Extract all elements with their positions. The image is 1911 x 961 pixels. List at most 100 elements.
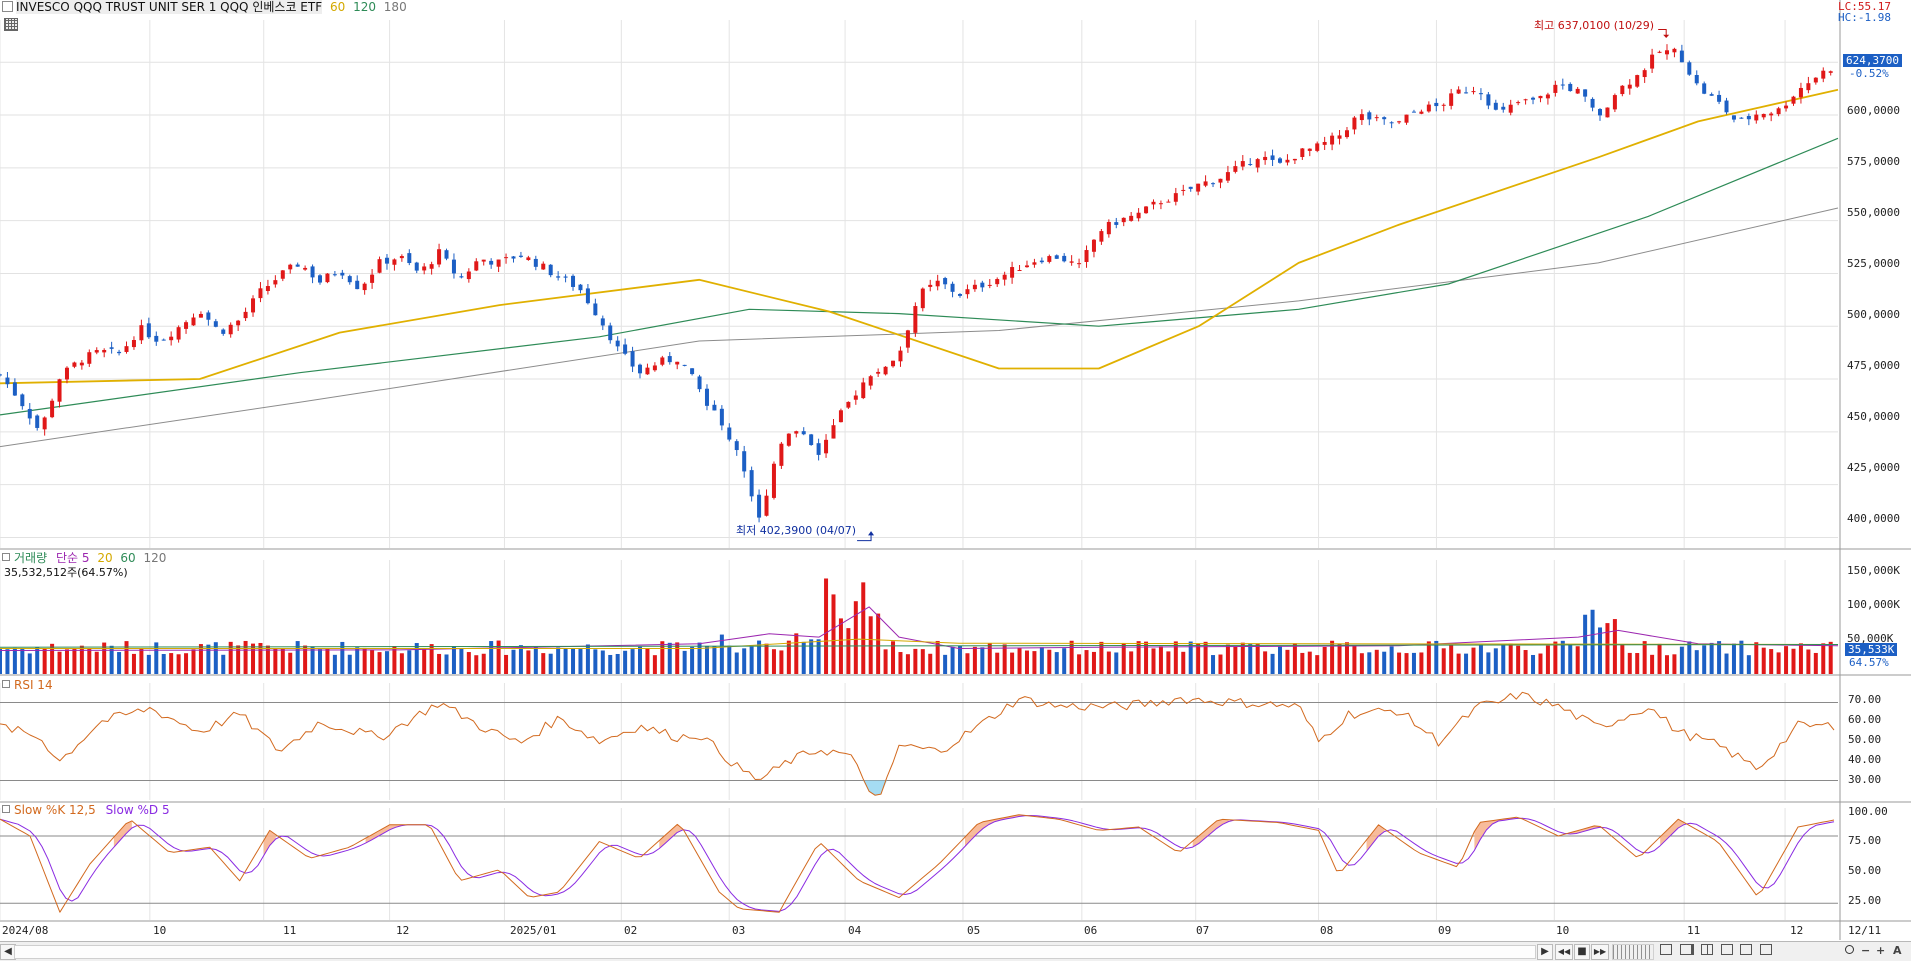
- volume-bar: [265, 645, 270, 674]
- candle-body: [1382, 117, 1387, 120]
- volume-bar: [370, 649, 375, 674]
- candle-body: [1225, 172, 1230, 181]
- candle-body: [1233, 166, 1238, 172]
- header-checkbox-icon[interactable]: [2, 1, 13, 12]
- volume-bar: [987, 643, 992, 674]
- volume-bar: [1158, 646, 1163, 674]
- stop-button[interactable]: ■: [1574, 944, 1590, 960]
- layout-list-icon[interactable]: [1759, 944, 1772, 955]
- candle-body: [1106, 221, 1111, 235]
- volume-bar: [79, 645, 84, 674]
- zoom-out-button[interactable]: −: [1861, 944, 1871, 957]
- scroll-right-button[interactable]: ▶: [1537, 944, 1553, 960]
- candle-body: [169, 336, 174, 341]
- volume-bar: [876, 613, 881, 674]
- auto-button[interactable]: A: [1893, 944, 1902, 957]
- stoch-tick: 25.00: [1848, 894, 1882, 907]
- volume-bar: [1486, 652, 1491, 674]
- volume-bar: [824, 578, 829, 674]
- volume-bar: [1397, 652, 1402, 674]
- volume-bar: [861, 582, 866, 674]
- volume-bar: [206, 644, 211, 674]
- scroll-track[interactable]: [14, 945, 1536, 959]
- volume-bar: [638, 646, 643, 674]
- rewind-button[interactable]: ◀◀: [1555, 944, 1573, 960]
- volume-bar: [12, 647, 17, 674]
- candle-body: [1337, 135, 1342, 139]
- volume-bar: [57, 651, 62, 674]
- layout-icons[interactable]: [1660, 944, 1780, 958]
- candle-body: [481, 259, 486, 262]
- candle-body: [623, 344, 628, 354]
- candle-body: [228, 324, 233, 335]
- layout-single-icon[interactable]: [1660, 944, 1672, 955]
- candle-body: [809, 434, 814, 446]
- candle-body: [548, 264, 553, 276]
- candle-body: [1583, 89, 1588, 97]
- volume-bar: [1188, 641, 1193, 674]
- rsi-panel-icon[interactable]: [2, 680, 10, 688]
- candle-body: [1806, 83, 1811, 91]
- volume-bar: [883, 649, 888, 674]
- layout-wide-icon[interactable]: [1740, 944, 1752, 955]
- volume-ma20-line: [0, 638, 1839, 649]
- volume-bar: [1173, 641, 1178, 674]
- volume-bar: [1240, 642, 1245, 674]
- rsi-tick: 30.00: [1848, 773, 1882, 786]
- candle-body: [1054, 255, 1059, 259]
- volume-bar: [593, 649, 598, 674]
- volume-bar: [1516, 645, 1521, 674]
- search-icon[interactable]: [1845, 944, 1857, 958]
- forward-button[interactable]: ▶▶: [1591, 944, 1609, 960]
- wave-icon[interactable]: [1612, 944, 1654, 960]
- candle-body: [615, 340, 620, 347]
- candle-body: [1471, 91, 1476, 93]
- grid-toggle-icon[interactable]: [4, 18, 18, 31]
- volume-ma5-line: [0, 606, 1839, 651]
- volume-bar: [347, 654, 352, 674]
- ma120-legend: 120: [353, 0, 376, 14]
- candle-body: [1352, 117, 1357, 130]
- candle-body: [362, 283, 367, 291]
- stoch-panel-icon[interactable]: [2, 805, 10, 813]
- rsi-tick: 60.00: [1848, 713, 1882, 726]
- x-tick: 09: [1438, 924, 1452, 937]
- high-arrow: [1658, 29, 1667, 37]
- volume-bar: [139, 648, 144, 674]
- volume-bar: [1464, 653, 1469, 674]
- layout-split-icon[interactable]: [1679, 944, 1694, 955]
- volume-panel-icon[interactable]: [2, 553, 10, 561]
- volume-title: 거래량 단순 5 20 60 120: [0, 551, 166, 565]
- candle-body: [1024, 265, 1029, 268]
- candle-body: [1791, 96, 1796, 104]
- annotations: [857, 29, 1670, 542]
- candle-body: [585, 288, 590, 304]
- candle-body: [1270, 155, 1275, 160]
- volume-bar: [1367, 652, 1372, 674]
- candle-body: [1508, 104, 1513, 113]
- candle-body: [638, 364, 643, 374]
- layout-grid-icon[interactable]: [1701, 944, 1713, 955]
- volume-bar: [288, 652, 293, 674]
- candle-body: [288, 264, 293, 270]
- candle-body: [191, 317, 196, 326]
- x-tick: 02: [624, 924, 638, 937]
- candle-body: [429, 264, 434, 269]
- candle-body: [1761, 113, 1766, 118]
- volume-bar: [146, 654, 151, 674]
- volume-bar: [1047, 649, 1052, 674]
- volume-bar: [1501, 644, 1506, 674]
- volume-bar: [1724, 653, 1729, 674]
- x-tick: 11: [1687, 924, 1701, 937]
- volume-bar: [496, 640, 501, 674]
- volume-bar: [392, 646, 397, 674]
- volume-current-flag: 35,533K: [1845, 643, 1898, 656]
- candle-body: [660, 357, 665, 365]
- volume-bar: [1650, 654, 1655, 674]
- stoch-overbought-fill: [1570, 825, 1601, 835]
- layout-quad-icon[interactable]: [1720, 944, 1733, 955]
- zoom-in-button[interactable]: +: [1876, 944, 1886, 957]
- volume-bar: [504, 654, 509, 674]
- volume-bar: [965, 653, 970, 674]
